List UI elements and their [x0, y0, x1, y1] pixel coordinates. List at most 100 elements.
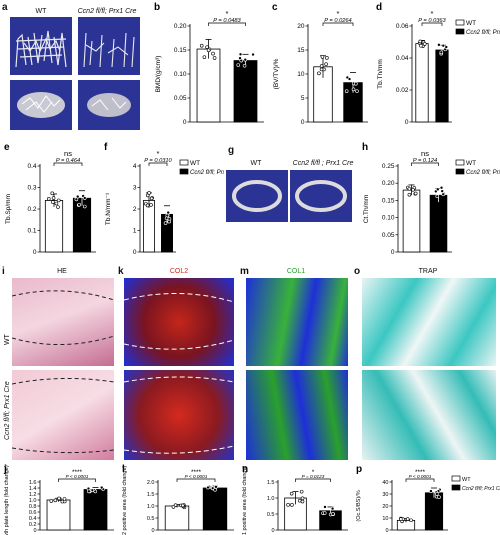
- chart-e-point: [51, 196, 56, 200]
- chart-c-point: [319, 64, 324, 68]
- chart-d-bar-wt: [415, 43, 429, 123]
- chart-d-point: [418, 39, 423, 44]
- chart-f-legend-swatch-wt: [179, 159, 189, 166]
- chart-n-tick-label: 1.5: [267, 480, 275, 486]
- chart-j-pvalue: P < 0.0001: [66, 474, 89, 479]
- chart-b-point: [205, 45, 209, 49]
- chart-h-bar-cko: [429, 194, 448, 253]
- chart-l-point: [214, 485, 218, 489]
- chart-p-point: [437, 495, 441, 499]
- microct-cko-longitudinal: [78, 17, 140, 75]
- chart-h-point: [413, 191, 418, 196]
- chart-f-point: [165, 213, 170, 218]
- panel-o-title: TRAP: [418, 268, 438, 275]
- chart-b-point: [238, 52, 243, 57]
- microct-wt-long-svg: [15, 30, 67, 68]
- chart-b-sig-bracket: [208, 22, 246, 26]
- chart-n-tick-label: 0: [271, 528, 274, 534]
- chart-l-point: [213, 488, 217, 492]
- chart-b-tick-label: 0: [183, 119, 187, 126]
- chart-h-point: [407, 187, 412, 191]
- chart-p-point: [435, 492, 439, 496]
- chart-j-tick-label: 0.2: [29, 522, 37, 528]
- chart-e-sig-bracket: [53, 162, 83, 166]
- chart-c-point: [319, 67, 324, 72]
- chart-f-tick-label: 4: [133, 163, 137, 170]
- chart-e-point: [54, 201, 59, 206]
- panel-a-label-wt: WT: [35, 8, 47, 15]
- cortical-wt-svg: [232, 180, 282, 212]
- cortical-cko-image: [290, 170, 352, 222]
- panel-i-title: HE: [57, 268, 67, 275]
- chart-d-tick-label: 0: [405, 119, 409, 126]
- chart-j-point: [93, 489, 98, 494]
- chart-e: e Tb.Sp/mm 0 0.1 0.2 0.3 0.4 nsP = 0.464: [4, 142, 96, 256]
- chart-b-tick-label: 0.20: [174, 23, 187, 30]
- chart-e-point: [82, 196, 87, 200]
- chart-j-point: [99, 485, 104, 490]
- chart-p-letter: p: [356, 464, 362, 475]
- chart-p-sig-bracket: [405, 478, 435, 482]
- microct-wt-trans-svg: [17, 92, 65, 118]
- chart-e-point: [46, 197, 51, 201]
- trap-wt-image: [362, 278, 496, 366]
- chart-f-tick-label: 2: [133, 206, 137, 213]
- chart-h-letter: h: [362, 142, 368, 153]
- chart-h: h Ct.Th/mm 0 0.05 0.10 0.15 0.20 0.25 nsP = 0.12…: [362, 142, 500, 256]
- chart-p-point: [405, 517, 410, 521]
- chart-f-bar-wt: [143, 200, 155, 253]
- chart-l-tick-label: 0.5: [147, 516, 155, 522]
- chart-n-tick-label: 0.5: [267, 512, 275, 518]
- chart-p-legend-swatch-wt: [451, 475, 461, 482]
- chart-l-point: [206, 485, 210, 490]
- chart-e-pvalue: P = 0.464: [56, 158, 80, 164]
- chart-h-legend-label-wt: WT: [466, 160, 476, 167]
- chart-j-tick-label: 0.6: [29, 510, 37, 516]
- chart-c-point: [344, 89, 349, 93]
- panel-m-title: COL1: [286, 268, 306, 275]
- chart-l-tick-label: 1.5: [147, 492, 155, 498]
- chart-b-point: [202, 55, 207, 59]
- chart-b-bar-cko: [233, 60, 258, 123]
- chart-c-point: [355, 89, 359, 93]
- chart-f-legend-swatch-cko: [179, 168, 189, 175]
- chart-f-tick-label: 0: [133, 249, 137, 256]
- chart-b-bar-wt: [196, 48, 221, 123]
- chart-e-point: [74, 197, 79, 202]
- cortical-wt-image: [226, 170, 288, 222]
- he-wt-image: [12, 278, 114, 366]
- chart-d-sig-marker: *: [431, 9, 434, 18]
- chart-j-bar-cko: [83, 489, 108, 531]
- chart-j-letter: j: [3, 464, 7, 475]
- chart-c-point: [320, 55, 325, 59]
- chart-j-point: [49, 499, 54, 503]
- chart-n-point: [323, 505, 327, 509]
- chart-l-sig-bracket: [176, 478, 216, 482]
- chart-b-point: [211, 51, 215, 56]
- chart-c-tick-label: 5: [301, 95, 305, 102]
- chart-l-tick-label: 0: [151, 528, 154, 534]
- chart-h-point: [434, 189, 438, 194]
- chart-l-letter: l: [122, 464, 125, 475]
- chart-p-tick-label: 0: [385, 528, 388, 534]
- chart-e-point: [77, 202, 81, 207]
- chart-f-letter: f: [104, 142, 108, 153]
- chart-d-legend-label-wt: WT: [466, 20, 476, 27]
- panel-letter-g: g: [228, 145, 235, 156]
- chart-l-bar-cko: [202, 487, 228, 531]
- chart-e-tick-label: 0: [33, 249, 37, 256]
- chart-b-point: [236, 63, 241, 67]
- microct-cko-long-svg: [83, 32, 135, 68]
- chart-h-tick-label: 0.25: [382, 163, 395, 170]
- chart-n-ylabel: COL1 positive area (fold change): [242, 465, 248, 535]
- chart-d-point: [419, 43, 423, 48]
- chart-c: c (BV/TV)/% 0 5 10 15 20 *P = 0.0264: [272, 2, 368, 126]
- chart-n-pvalue: P = 0.0123: [302, 474, 325, 479]
- chart-b-sig-marker: *: [226, 9, 229, 18]
- chart-b-point: [199, 43, 204, 48]
- chart-d-point: [441, 43, 446, 48]
- chart-n-point: [300, 499, 305, 504]
- chart-l-sig-marker: ****: [191, 469, 202, 476]
- col2-wt-svg: [124, 292, 234, 350]
